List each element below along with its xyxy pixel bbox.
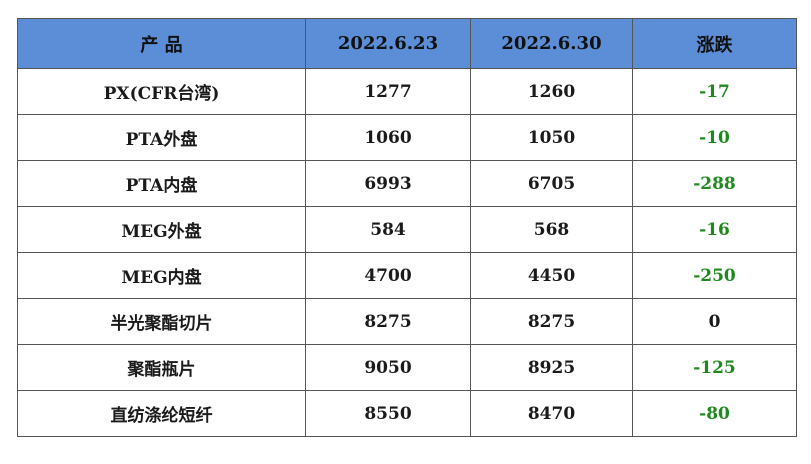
price-date-1-cell: 6993 (305, 160, 471, 207)
header-date-1: 2022.6.23 (305, 18, 471, 69)
product-cell: MEG内盘 (17, 252, 306, 299)
table-row: 直纺涤纶短纤 8550 8470 -80 (17, 390, 797, 437)
price-table: 产 品 2022.6.23 2022.6.30 涨跌 PX(CFR台湾) 127… (17, 18, 797, 437)
product-cell: PTA外盘 (17, 114, 306, 161)
price-date-2-cell: 8470 (470, 390, 633, 437)
price-date-1-cell: 1060 (305, 114, 471, 161)
header-date-2: 2022.6.30 (470, 18, 633, 69)
table-row: PTA外盘 1060 1050 -10 (17, 114, 797, 161)
price-date-1-cell: 1277 (305, 68, 471, 115)
price-date-1-cell: 4700 (305, 252, 471, 299)
header-product: 产 品 (17, 18, 306, 69)
product-cell: 半光聚酯切片 (17, 298, 306, 345)
table-row: 聚酯瓶片 9050 8925 -125 (17, 344, 797, 391)
change-cell: -250 (632, 252, 797, 299)
header-row: 产 品 2022.6.23 2022.6.30 涨跌 (17, 18, 797, 69)
price-date-2-cell: 568 (470, 206, 633, 253)
table-row: MEG内盘 4700 4450 -250 (17, 252, 797, 299)
product-cell: PTA内盘 (17, 160, 306, 207)
product-cell: MEG外盘 (17, 206, 306, 253)
header-change: 涨跌 (632, 18, 797, 69)
change-cell: -80 (632, 390, 797, 437)
change-cell: -125 (632, 344, 797, 391)
price-date-1-cell: 8275 (305, 298, 471, 345)
product-cell: 聚酯瓶片 (17, 344, 306, 391)
change-cell: 0 (632, 298, 797, 345)
change-cell: -10 (632, 114, 797, 161)
price-date-2-cell: 6705 (470, 160, 633, 207)
product-cell: 直纺涤纶短纤 (17, 390, 306, 437)
price-date-1-cell: 8550 (305, 390, 471, 437)
price-date-2-cell: 8925 (470, 344, 633, 391)
price-date-2-cell: 1050 (470, 114, 633, 161)
price-date-2-cell: 1260 (470, 68, 633, 115)
table-row: 半光聚酯切片 8275 8275 0 (17, 298, 797, 345)
change-cell: -17 (632, 68, 797, 115)
price-date-1-cell: 9050 (305, 344, 471, 391)
table-row: MEG外盘 584 568 -16 (17, 206, 797, 253)
price-date-2-cell: 4450 (470, 252, 633, 299)
table-row: PX(CFR台湾) 1277 1260 -17 (17, 68, 797, 115)
table-row: PTA内盘 6993 6705 -288 (17, 160, 797, 207)
table-body: PX(CFR台湾) 1277 1260 -17 PTA外盘 1060 1050 … (17, 68, 797, 437)
change-cell: -288 (632, 160, 797, 207)
change-cell: -16 (632, 206, 797, 253)
price-date-2-cell: 8275 (470, 298, 633, 345)
table-header: 产 品 2022.6.23 2022.6.30 涨跌 (17, 18, 797, 69)
price-date-1-cell: 584 (305, 206, 471, 253)
product-cell: PX(CFR台湾) (17, 68, 306, 115)
